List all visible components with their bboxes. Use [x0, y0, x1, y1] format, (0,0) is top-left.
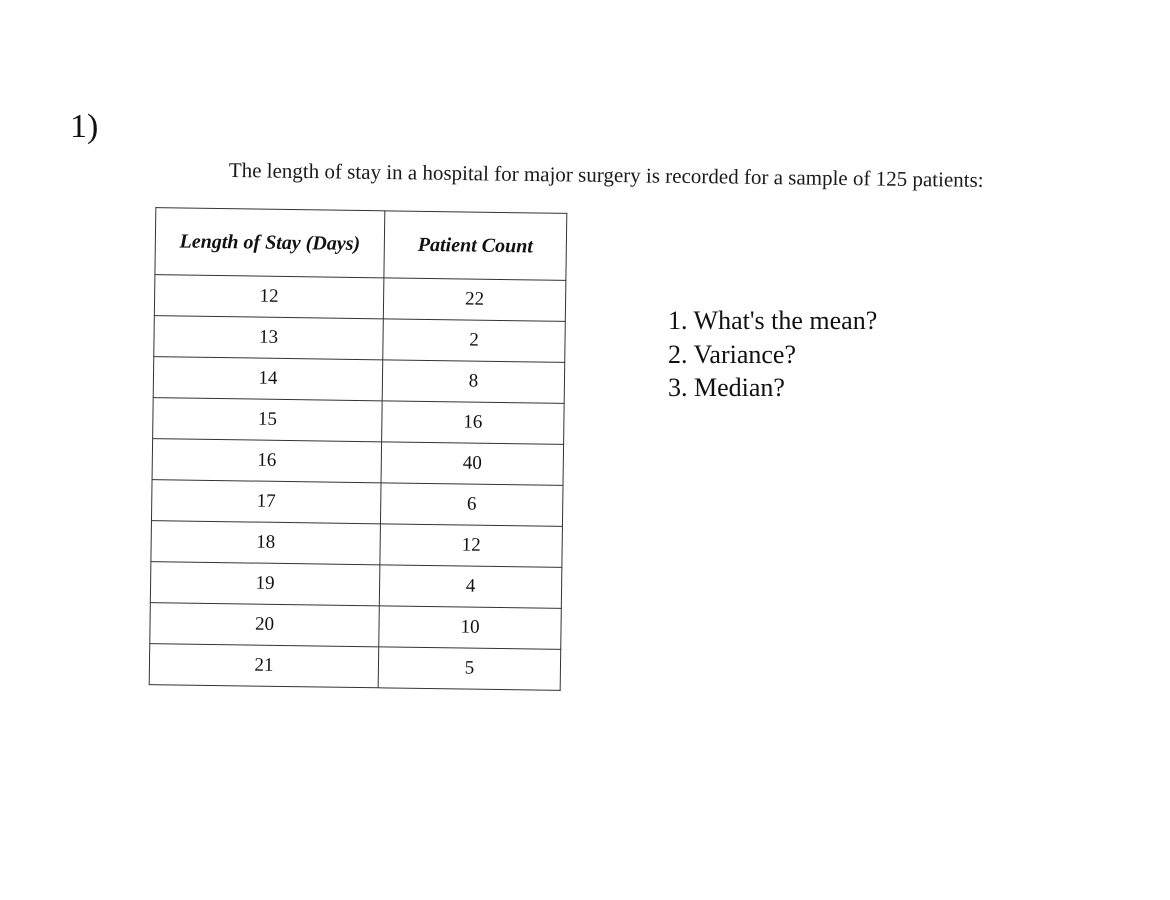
questions-list: 1. What's the mean? 2. Variance? 3. Medi… [668, 304, 877, 405]
patient-count-cell: 12 [379, 523, 563, 568]
patient-count-cell: 2 [382, 318, 566, 363]
table-row: 13 2 [153, 315, 566, 363]
table-row: 19 4 [150, 561, 562, 609]
patient-count-cell: 40 [381, 441, 564, 486]
table-row: 17 6 [151, 479, 564, 527]
table-row: 21 5 [149, 643, 561, 691]
header-patient-count: Patient Count [383, 210, 567, 281]
table-row: 18 12 [150, 520, 563, 568]
length-of-stay-cell: 17 [151, 479, 382, 524]
patient-count-cell: 6 [380, 482, 564, 527]
table-row: 15 16 [152, 397, 565, 445]
problem-statement: The length of stay in a hospital for maj… [228, 158, 984, 192]
question-variance: 2. Variance? [668, 339, 797, 369]
length-of-stay-cell: 21 [149, 643, 379, 688]
patient-count-cell: 5 [378, 646, 561, 691]
table-row: 14 8 [153, 356, 565, 404]
patient-count-cell: 10 [378, 605, 562, 650]
length-of-stay-cell: 14 [153, 356, 383, 401]
patient-count-cell: 8 [382, 359, 565, 404]
table-row: 20 10 [149, 602, 562, 650]
length-of-stay-cell: 19 [150, 561, 380, 606]
length-of-stay-cell: 13 [153, 315, 384, 360]
table-row: 12 22 [154, 274, 566, 322]
patient-count-cell: 4 [379, 564, 562, 609]
length-of-stay-cell: 16 [152, 438, 382, 483]
length-of-stay-cell: 12 [154, 274, 384, 319]
header-length-of-stay: Length of Stay (Days) [154, 207, 385, 278]
table-header-row: Length of Stay (Days) Patient Count [154, 207, 567, 281]
table-row: 16 40 [152, 438, 564, 486]
question-mean: 1. What's the mean? [668, 306, 878, 335]
question-median: 3. Median? [668, 373, 785, 402]
length-of-stay-cell: 15 [152, 397, 383, 442]
length-of-stay-cell: 18 [150, 520, 381, 565]
problem-number: 1) [70, 108, 99, 145]
patient-count-cell: 22 [383, 277, 566, 322]
patient-count-cell: 16 [381, 400, 565, 445]
length-of-stay-cell: 20 [149, 602, 380, 647]
length-of-stay-table: Length of Stay (Days) Patient Count 12 22… [149, 207, 568, 691]
